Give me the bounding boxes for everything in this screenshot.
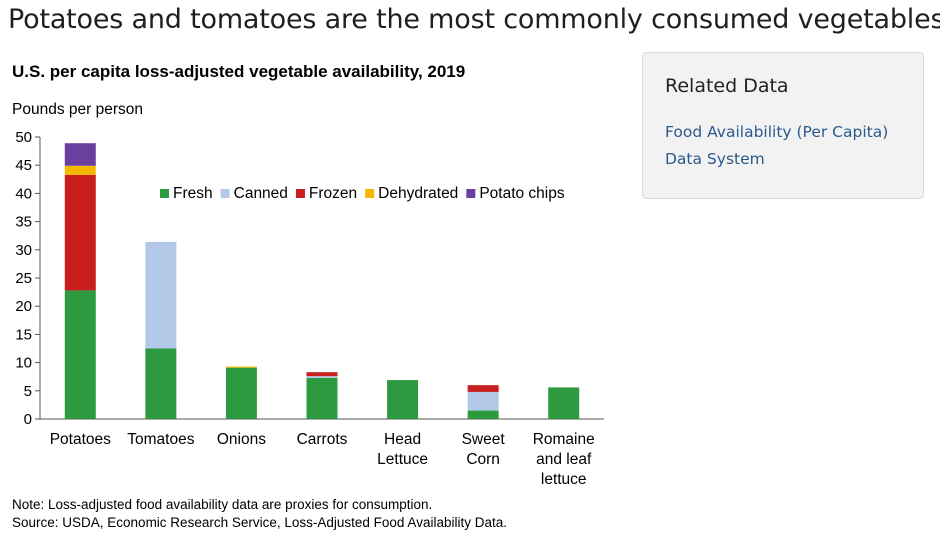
chart-source: Source: USDA, Economic Research Service,… xyxy=(12,515,507,530)
related-data-panel: Related Data Food Availability (Per Capi… xyxy=(642,52,924,199)
x-tick-label: Sweet xyxy=(462,431,506,448)
bar-fresh-5 xyxy=(467,410,499,419)
x-tick-label: Romaine xyxy=(533,431,595,448)
y-tick-label: 20 xyxy=(15,298,32,315)
bar-fresh-1 xyxy=(145,348,177,419)
y-tick-label: 10 xyxy=(15,355,32,372)
x-tick-label: Potatoes xyxy=(50,431,111,448)
bar-dehydrated-0 xyxy=(64,165,96,175)
bar-potato-chips-0 xyxy=(64,143,96,166)
bar-frozen-0 xyxy=(64,174,96,291)
bar-canned-3 xyxy=(306,376,338,378)
x-tick-label: Corn xyxy=(466,451,500,468)
bar-fresh-0 xyxy=(64,290,96,419)
bar-fresh-3 xyxy=(306,377,338,419)
y-tick-label: 40 xyxy=(15,185,32,202)
x-tick-label: Onions xyxy=(217,431,266,448)
bar-dehydrated-2 xyxy=(225,366,257,368)
bar-canned-5 xyxy=(467,391,499,411)
chart-title: U.S. per capita loss-adjusted vegetable … xyxy=(12,62,466,81)
legend-label: Potato chips xyxy=(479,185,565,202)
y-tick-label: 0 xyxy=(24,411,32,428)
legend-label: Frozen xyxy=(309,185,357,202)
x-tick-label: Lettuce xyxy=(377,451,428,468)
y-tick-label: 30 xyxy=(15,242,32,259)
bar-fresh-2 xyxy=(225,367,257,419)
page-title: Potatoes and tomatoes are the most commo… xyxy=(8,4,940,35)
x-tick-label: Tomatoes xyxy=(127,431,194,448)
bar-fresh-4 xyxy=(387,380,419,419)
y-axis-label: Pounds per person xyxy=(12,101,143,118)
y-tick-label: 35 xyxy=(15,214,32,231)
y-tick-label: 45 xyxy=(15,157,32,174)
y-tick-label: 5 xyxy=(24,383,32,400)
legend-label: Fresh xyxy=(173,185,213,202)
x-tick-label: and leaf xyxy=(536,451,592,468)
stacked-bar-chart: 0 5 10 15 20 25 30 35 40 45 50 Potatoes Tomatoes Onio… xyxy=(15,129,604,488)
chart-note: Note: Loss-adjusted food availability da… xyxy=(12,497,433,512)
related-data-heading: Related Data xyxy=(665,75,789,97)
legend-swatch-frozen xyxy=(295,189,305,198)
legend-swatch-potato-chips xyxy=(466,189,476,198)
y-tick-label: 15 xyxy=(15,326,32,343)
y-tick-label: 50 xyxy=(15,129,32,146)
bar-canned-1 xyxy=(145,241,177,349)
x-tick-label: Carrots xyxy=(297,431,348,448)
chart-footnote: Note: Loss-adjusted food availability da… xyxy=(12,496,507,532)
x-tick-label: lettuce xyxy=(541,471,587,488)
y-tick-label: 25 xyxy=(15,270,32,287)
bar-frozen-3 xyxy=(306,372,338,377)
legend-swatch-canned xyxy=(220,189,230,198)
legend-swatch-dehydrated xyxy=(365,189,375,198)
x-tick-label: Head xyxy=(384,431,421,448)
food-availability-link[interactable]: Food Availability (Per Capita) Data Syst… xyxy=(665,123,889,168)
bar-fresh-6 xyxy=(548,387,580,419)
bar-frozen-5 xyxy=(467,385,499,392)
legend-swatch-fresh xyxy=(160,189,169,198)
legend-label: Dehydrated xyxy=(378,185,458,202)
legend-label: Canned xyxy=(234,185,288,202)
